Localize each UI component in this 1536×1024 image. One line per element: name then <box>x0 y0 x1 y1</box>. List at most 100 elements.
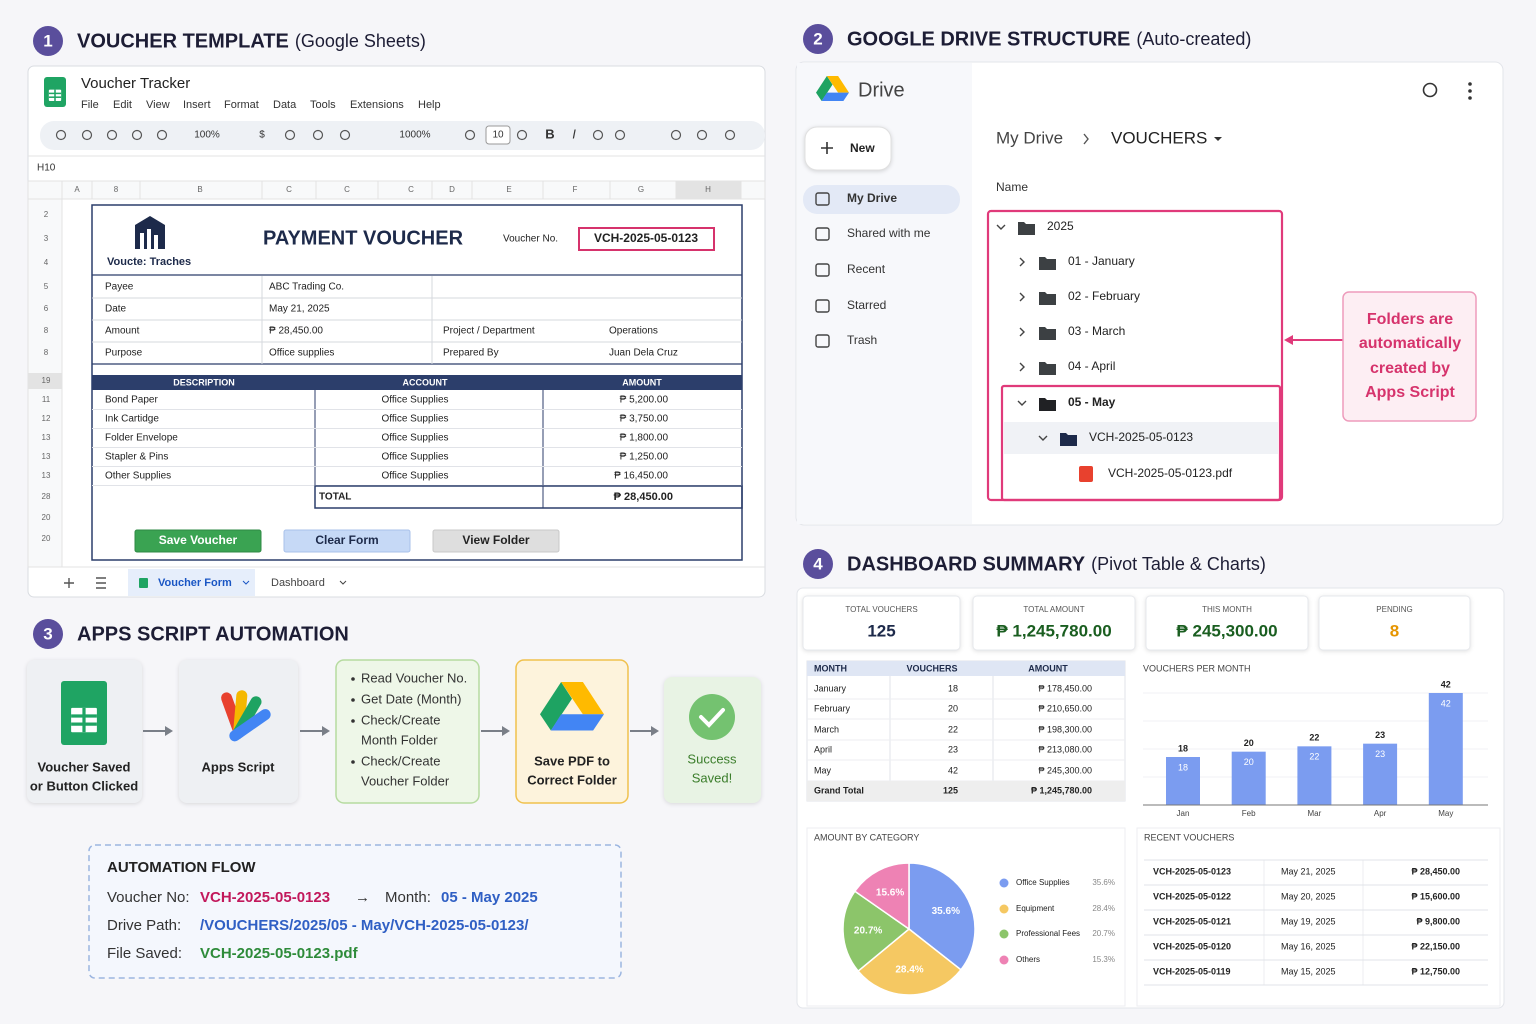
total-box <box>314 485 743 509</box>
menu-item[interactable]: Edit <box>113 99 132 111</box>
all-sheets-icon[interactable] <box>96 577 106 589</box>
tree-folder[interactable]: 2025 <box>1047 219 1074 233</box>
bullet-dot <box>351 698 355 702</box>
drive-logo-part <box>821 92 849 101</box>
menu-item[interactable]: Insert <box>183 99 211 111</box>
voucher-button[interactable] <box>134 529 262 553</box>
new-plus <box>821 142 833 154</box>
toolbar-text[interactable]: 100% <box>194 130 220 141</box>
voucher-field: Payee <box>105 282 134 293</box>
breadcrumb[interactable]: VOUCHERS <box>1111 128 1207 147</box>
pivot-cell: ₱ 213,080.00 <box>1038 744 1092 754</box>
step-box <box>515 659 629 804</box>
column-header: E <box>506 185 511 194</box>
add-sheet-icon[interactable] <box>64 578 74 588</box>
voucher-button-text[interactable]: View Folder <box>462 533 529 547</box>
tree-folder[interactable]: VCH-2025-05-0123 <box>1089 430 1193 444</box>
tree-folder[interactable]: 03 - March <box>1068 324 1125 338</box>
legend-swatch <box>999 955 1009 965</box>
legend-label: Professional Fees <box>1016 929 1080 938</box>
chevron <box>1019 292 1025 302</box>
voucher-number: VCH-2025-05-0123 <box>594 231 698 245</box>
menu-item[interactable]: Tools <box>310 99 336 111</box>
row-header: 13 <box>42 433 51 442</box>
step-text: Saved! <box>692 770 732 785</box>
section-title: DASHBOARD SUMMARY <box>847 553 1086 575</box>
nav-icon <box>815 227 830 241</box>
tree-folder[interactable]: 02 - February <box>1068 289 1140 303</box>
breadcrumb[interactable]: My Drive <box>996 128 1063 147</box>
toolbar-icon <box>81 129 93 141</box>
tree-folder[interactable]: 05 - May <box>1068 395 1116 409</box>
row-header: 13 <box>42 452 51 461</box>
new-button-text[interactable]: New <box>850 141 875 155</box>
bar-value-label: 23 <box>1375 730 1385 740</box>
voucher-button-text[interactable]: Clear Form <box>315 533 378 547</box>
menu-item[interactable]: Help <box>418 99 441 111</box>
table-header-text: AMOUNT <box>622 377 662 387</box>
row-header: 8 <box>44 348 49 357</box>
total-amount: ₱ 28,450.00 <box>614 491 673 503</box>
sheet-tab[interactable]: Voucher Form <box>158 577 232 589</box>
legend-value: 15.3% <box>1092 955 1115 964</box>
folder-icon <box>1039 327 1056 340</box>
voucher-field: ₱ 28,450.00 <box>269 326 323 337</box>
voucher-field: Operations <box>609 326 658 337</box>
kpi-label: THIS MONTH <box>1202 605 1252 614</box>
voucher-button[interactable] <box>432 529 560 553</box>
kpi-card <box>802 595 961 651</box>
item-amount: ₱ 1,250.00 <box>620 452 669 463</box>
toolbar-icon <box>696 129 708 141</box>
tree-file[interactable]: VCH-2025-05-0123.pdf <box>1108 466 1233 480</box>
recent-cell: ₱ 28,450.00 <box>1411 866 1460 876</box>
menu-item[interactable]: View <box>146 99 170 111</box>
row-header: 12 <box>42 414 51 423</box>
more-icon-dot <box>1468 82 1472 86</box>
chart-title: VOUCHERS PER MONTH <box>1143 663 1251 673</box>
bullet-dot <box>351 719 355 723</box>
tree-folder[interactable]: 01 - January <box>1068 254 1135 268</box>
toolbar-text[interactable]: 10 <box>492 130 504 141</box>
drive-logo-part <box>816 76 833 101</box>
breadcrumb-caret <box>1214 137 1222 141</box>
x-tick-label: Mar <box>1308 809 1322 818</box>
table-header-text: ACCOUNT <box>403 377 448 387</box>
more-icon-dot <box>1468 89 1472 93</box>
menu-item[interactable]: File <box>81 99 99 111</box>
nav-item[interactable]: Shared with me <box>847 226 931 240</box>
search-icon[interactable] <box>1422 82 1438 98</box>
column-header-bar <box>27 180 766 200</box>
tree-folder[interactable]: 04 - April <box>1068 359 1115 373</box>
bar-inner-label: 18 <box>1178 762 1188 772</box>
menu-item[interactable]: Format <box>224 99 259 111</box>
nav-item[interactable]: Starred <box>847 298 886 312</box>
toolbar-text[interactable]: I <box>572 126 576 141</box>
voucher-button[interactable] <box>283 529 411 553</box>
column-header: C <box>408 185 414 194</box>
menu-item[interactable]: Extensions <box>350 99 404 111</box>
toolbar-icon <box>131 129 143 141</box>
nav-item[interactable]: Trash <box>847 333 877 347</box>
item-description: Bond Paper <box>105 395 158 406</box>
pivot-cell: ₱ 198,300.00 <box>1038 724 1092 734</box>
active-tab[interactable] <box>128 569 255 596</box>
voucher-field: May 21, 2025 <box>269 304 330 315</box>
flow-label: Drive Path: <box>107 917 181 934</box>
toolbar-text[interactable]: $ <box>259 130 265 141</box>
step-box <box>664 677 761 803</box>
menu-item[interactable]: Data <box>273 99 297 111</box>
pivot-header-text: VOUCHERS <box>906 663 957 673</box>
new-button[interactable] <box>804 126 892 171</box>
flow-value: 05 - May 2025 <box>441 889 538 906</box>
toolbar-text[interactable]: 1000% <box>399 130 430 141</box>
bar-inner-label: 22 <box>1309 752 1319 762</box>
voucher-button-text[interactable]: Save Voucher <box>159 533 238 547</box>
toolbar-text[interactable]: B <box>545 126 554 141</box>
nav-item[interactable]: My Drive <box>847 191 897 205</box>
nav-item[interactable]: Recent <box>847 262 886 276</box>
sheet-tab[interactable]: Dashboard <box>271 577 325 589</box>
more-icon-dot <box>1468 96 1472 100</box>
column-header: C <box>344 185 350 194</box>
step-text: Success <box>687 751 737 766</box>
